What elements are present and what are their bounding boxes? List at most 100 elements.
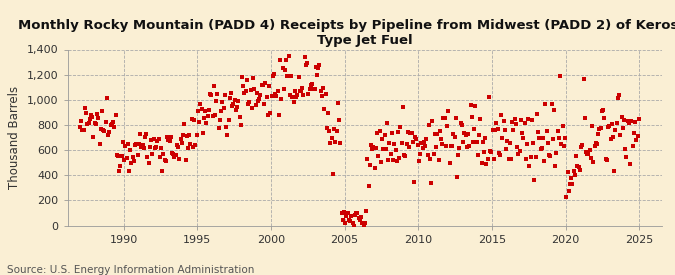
Point xyxy=(88,135,99,139)
Point xyxy=(399,152,410,157)
Point xyxy=(174,157,185,161)
Point xyxy=(330,139,341,144)
Point xyxy=(588,160,599,164)
Point xyxy=(492,127,503,131)
Point xyxy=(317,94,327,98)
Point xyxy=(486,150,497,155)
Point xyxy=(465,103,476,108)
Point xyxy=(555,74,566,78)
Point xyxy=(448,132,459,136)
Point xyxy=(474,133,485,137)
Point xyxy=(585,156,596,160)
Point xyxy=(483,95,494,100)
Point xyxy=(216,109,227,114)
Point xyxy=(506,157,516,161)
Point xyxy=(176,137,186,142)
Title: Monthly Rocky Mountain (PADD 4) Receipts by Pipeline from Midwest (PADD 2) of Ke: Monthly Rocky Mountain (PADD 4) Receipts… xyxy=(18,19,675,47)
Point xyxy=(631,138,642,142)
Point xyxy=(116,154,127,158)
Point xyxy=(441,124,452,128)
Point xyxy=(335,141,346,145)
Point xyxy=(541,129,552,133)
Point xyxy=(571,154,582,158)
Point xyxy=(472,153,483,157)
Point xyxy=(290,89,300,93)
Point xyxy=(489,157,500,161)
Point xyxy=(263,113,273,118)
Point xyxy=(161,159,171,163)
Point xyxy=(269,72,279,76)
Point xyxy=(480,136,491,141)
Point xyxy=(558,144,569,148)
Point xyxy=(426,180,437,185)
Point xyxy=(93,116,104,120)
Point xyxy=(627,144,638,148)
Point xyxy=(74,125,85,129)
Point xyxy=(610,128,621,133)
Point xyxy=(327,172,338,177)
Point xyxy=(168,152,179,156)
Point xyxy=(141,132,152,136)
Point xyxy=(246,106,257,111)
Point xyxy=(612,120,622,125)
Point xyxy=(189,118,200,122)
Point xyxy=(389,142,400,147)
Point xyxy=(185,141,196,146)
Point xyxy=(549,108,560,112)
Point xyxy=(333,101,344,105)
Point xyxy=(427,119,438,123)
Point xyxy=(574,167,585,172)
Point xyxy=(333,118,344,123)
Point xyxy=(437,142,448,146)
Point xyxy=(406,131,417,136)
Point xyxy=(230,108,241,112)
Point xyxy=(147,152,158,156)
Point xyxy=(583,152,594,156)
Point xyxy=(352,211,363,215)
Point xyxy=(593,131,603,136)
Point xyxy=(566,176,576,181)
Point xyxy=(459,131,470,136)
Point xyxy=(351,211,362,216)
Point xyxy=(350,213,360,218)
Point xyxy=(203,108,214,112)
Point xyxy=(202,114,213,119)
Point xyxy=(519,121,530,126)
Point xyxy=(270,91,281,96)
Point xyxy=(101,95,112,100)
Point xyxy=(348,223,359,228)
Point xyxy=(357,221,368,225)
Point xyxy=(577,143,588,147)
Point xyxy=(502,139,513,143)
Point xyxy=(595,126,606,130)
Point xyxy=(468,126,479,131)
Point xyxy=(105,123,116,128)
Point xyxy=(550,164,561,168)
Point xyxy=(250,103,261,107)
Point xyxy=(136,145,146,149)
Point xyxy=(483,157,493,161)
Point xyxy=(178,133,188,137)
Point xyxy=(579,116,590,120)
Point xyxy=(256,82,267,87)
Point xyxy=(321,125,332,130)
Point xyxy=(97,109,107,114)
Point xyxy=(223,117,234,122)
Point xyxy=(243,102,254,106)
Point xyxy=(179,122,190,127)
Point xyxy=(531,112,542,116)
Point xyxy=(296,89,306,93)
Point xyxy=(323,110,333,115)
Point xyxy=(529,178,540,182)
Point xyxy=(162,134,173,139)
Point xyxy=(205,92,215,96)
Point xyxy=(101,120,111,124)
Point xyxy=(604,124,615,128)
Point xyxy=(183,146,194,150)
Point xyxy=(309,87,320,91)
Point xyxy=(408,140,418,145)
Point xyxy=(358,223,369,228)
Point xyxy=(114,169,125,174)
Point xyxy=(119,158,130,163)
Point xyxy=(94,141,105,146)
